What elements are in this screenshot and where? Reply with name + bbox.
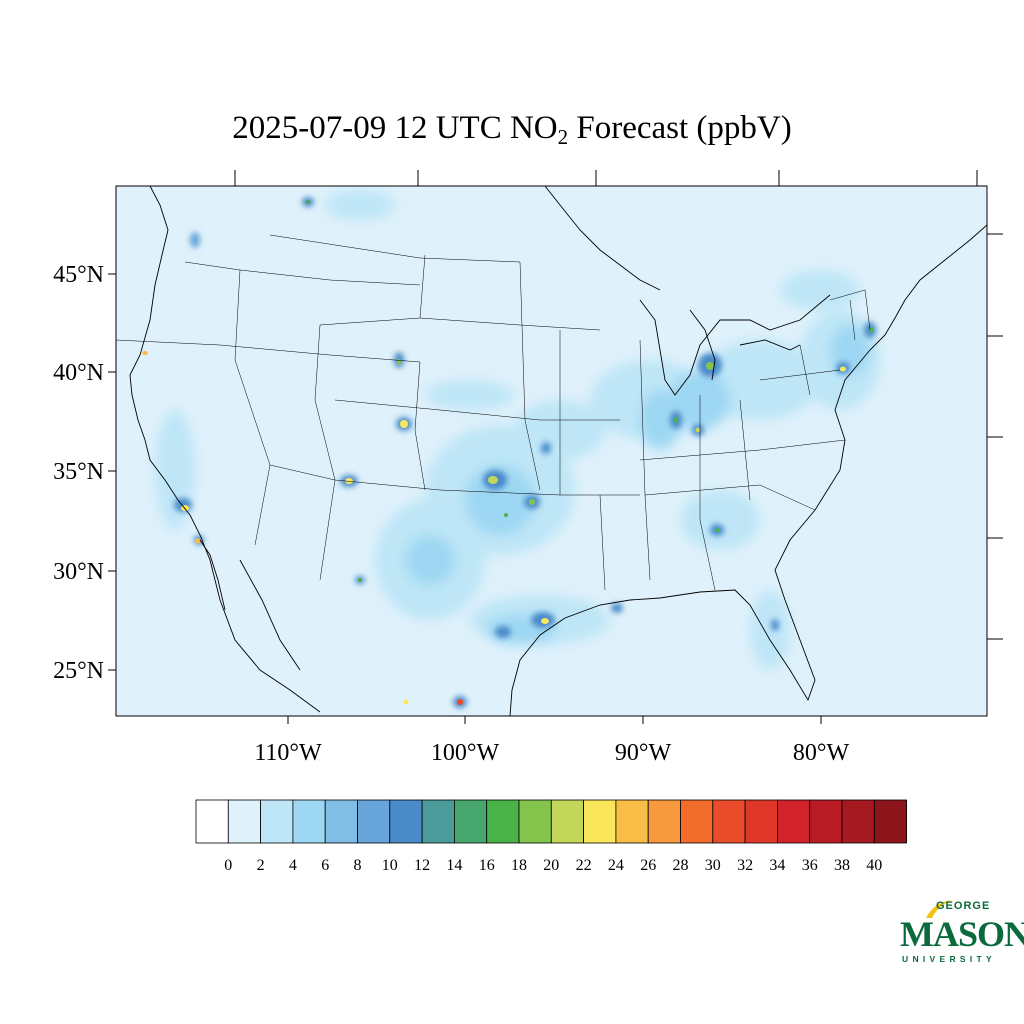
colorbar-swatch	[292, 799, 326, 844]
colorbar-tick-label: 12	[414, 857, 430, 874]
logo-text-mason: MASON	[900, 914, 1024, 954]
colorbar-tick-label: 24	[608, 857, 624, 874]
colorbar-tick-label: 4	[289, 857, 297, 874]
title-suffix: Forecast (ppbV)	[568, 110, 792, 146]
lat-label-35: 35°N	[53, 459, 104, 485]
colorbar-swatch	[357, 799, 391, 844]
colorbar-tick-label: 32	[737, 857, 753, 874]
colorbar-swatch	[260, 799, 294, 844]
colorbar-swatch	[615, 799, 649, 844]
colorbar-tick-label: 14	[446, 857, 462, 874]
colorbar-tick-label: 2	[257, 857, 265, 874]
colorbar-swatch	[873, 799, 907, 844]
latitude-labels: 45°N 40°N 35°N 30°N 25°N	[53, 262, 104, 684]
lat-label-25: 25°N	[53, 658, 104, 684]
colorbar-swatch	[777, 799, 811, 844]
colorbar-tick-label: 22	[576, 857, 592, 874]
map-frame	[115, 185, 988, 717]
colorbar-tick-label: 36	[802, 857, 818, 874]
lon-label-110: 110°W	[254, 740, 322, 766]
colorbar-swatch	[324, 799, 358, 844]
colorbar-swatch	[583, 799, 617, 844]
colorbar-tick-label: 38	[834, 857, 850, 874]
colorbar-tick-label: 26	[640, 857, 656, 874]
axis-ticks	[108, 170, 1003, 724]
colorbar-tick-label: 8	[354, 857, 362, 874]
colorbar-tick-label: 16	[479, 857, 495, 874]
hotspot-cores	[142, 200, 873, 705]
lon-label-90: 90°W	[615, 740, 672, 766]
colorbar-swatch	[744, 799, 778, 844]
lat-label-45: 45°N	[53, 262, 104, 288]
colorbar-swatch	[712, 799, 746, 844]
colorbar-swatch	[486, 799, 520, 844]
map-title: 2025-07-09 12 UTC NO2 Forecast (ppbV)	[0, 110, 1024, 150]
colorbar-swatch	[421, 799, 455, 844]
colorbar-tick-label: 28	[673, 857, 689, 874]
lon-label-80: 80°W	[793, 740, 850, 766]
title-subscript: 2	[557, 125, 569, 149]
coastlines	[129, 186, 987, 716]
logo-swoosh-icon	[926, 900, 952, 918]
lat-label-30: 30°N	[53, 559, 104, 585]
state-borders	[116, 234, 871, 591]
colorbar-swatch	[453, 799, 488, 844]
colorbar-tick-label: 20	[543, 857, 559, 874]
colorbar-swatch	[550, 799, 584, 844]
title-text: 2025-07-09 12 UTC NO	[232, 110, 558, 146]
lon-label-100: 100°W	[431, 740, 500, 766]
lat-label-40: 40°N	[53, 360, 104, 386]
colorbar-tick-label: 34	[769, 857, 785, 874]
longitude-labels: 110°W 100°W 90°W 80°W	[254, 740, 849, 766]
colorbar-tick-label: 30	[705, 857, 721, 874]
colorbar-swatch	[227, 799, 262, 844]
colorbar-tick-label: 10	[382, 857, 398, 874]
colorbar-tick-label: 18	[511, 857, 527, 874]
colorbar-swatch	[680, 799, 714, 844]
colorbar-swatch	[809, 799, 843, 844]
colorbar: 0 2 4 6 8 10 12 14 16 18 20 22 24 26 28 30 32 34 36 38 40	[195, 799, 907, 874]
colorbar-tick-label: 40	[866, 857, 882, 874]
colorbar-tick-label: 6	[321, 857, 329, 874]
logo-text-george: GEORGE	[936, 900, 991, 912]
logo-text-university: UNIVERSITY	[902, 954, 997, 964]
colorbar-swatch	[518, 799, 552, 844]
colorbar-tick-label: 0	[224, 857, 232, 874]
colorbar-swatch	[195, 799, 229, 844]
gmu-logo: GEORGE MASON UNIVERSITY	[898, 898, 1024, 968]
colorbar-swatch	[389, 799, 423, 844]
colorbar-swatch	[841, 799, 875, 844]
colorbar-swatch	[647, 799, 681, 844]
